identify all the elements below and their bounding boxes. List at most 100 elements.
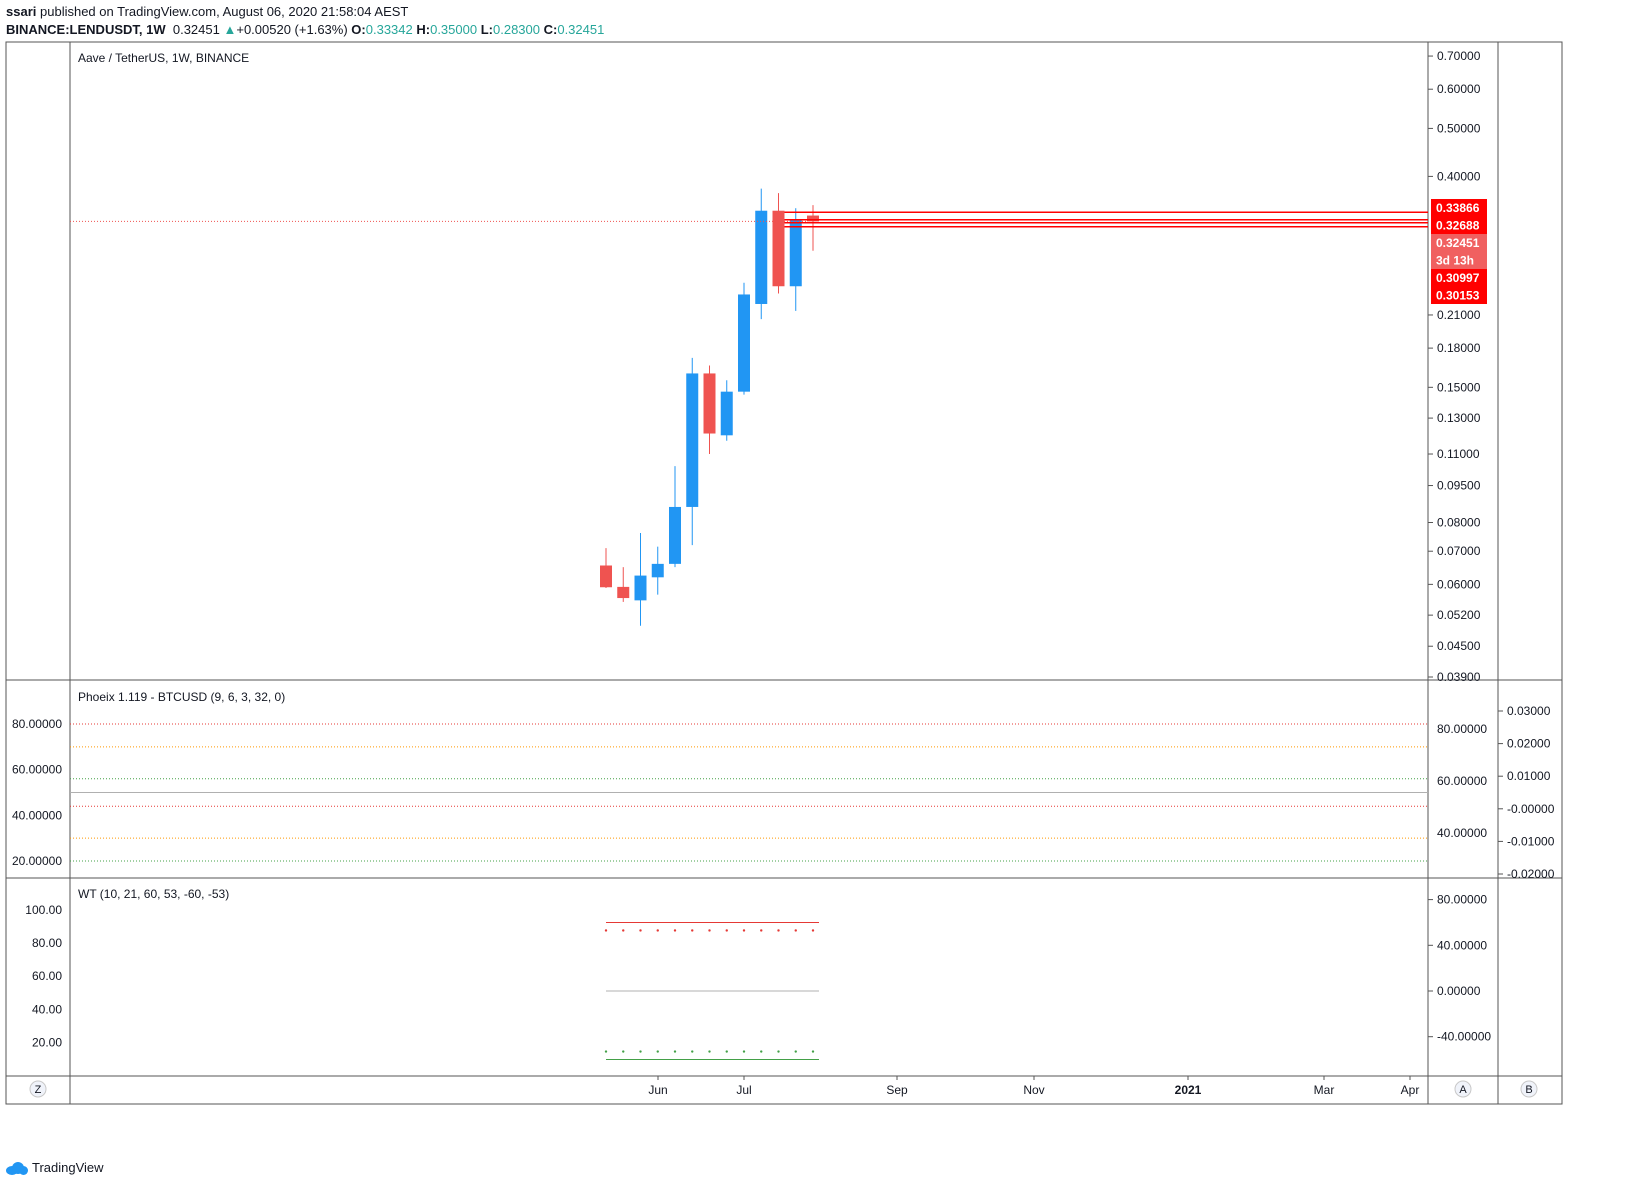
phoeix-left-axis-label: 40.00000 bbox=[12, 808, 62, 822]
price-change: +0.00520 (+1.63%) bbox=[236, 22, 348, 37]
wt-level-dot bbox=[760, 929, 763, 932]
publish-info: ssari published on TradingView.com, Augu… bbox=[6, 4, 408, 19]
price-axis-label: 0.70000 bbox=[1437, 49, 1481, 63]
candle-body[interactable] bbox=[789, 219, 802, 287]
candle-body[interactable] bbox=[669, 506, 681, 564]
phoeix-osc-axis-label: 0.03000 bbox=[1507, 704, 1551, 718]
phoeix-pane-title: Phoeix 1.119 - BTCUSD (9, 6, 3, 32, 0) bbox=[78, 690, 285, 704]
up-arrow-icon: ▲ bbox=[223, 22, 237, 37]
scale-b-button-label: B bbox=[1525, 1084, 1532, 1096]
scale-z-button[interactable] bbox=[29, 1080, 47, 1098]
phoeix-right-axis-label: 60.00000 bbox=[1437, 774, 1487, 788]
price-axis-label: 0.08000 bbox=[1437, 515, 1481, 529]
phoeix-left-axis-label: 80.00000 bbox=[12, 717, 62, 731]
price-badge-label: 0.33866 bbox=[1436, 201, 1480, 215]
time-axis-label: Nov bbox=[1023, 1083, 1044, 1097]
wt-level-dot bbox=[691, 1050, 694, 1053]
wt-level-dot bbox=[742, 1050, 746, 1053]
phoeix-right-axis-label: 80.00000 bbox=[1437, 722, 1487, 736]
publish-text: published on TradingView.com, August 06,… bbox=[40, 4, 409, 19]
candle-body[interactable] bbox=[634, 575, 647, 601]
wt-level-dot bbox=[604, 929, 608, 932]
candle-body[interactable] bbox=[600, 565, 612, 588]
time-axis-label: Jul bbox=[736, 1083, 751, 1097]
wt-level-dot bbox=[811, 929, 815, 932]
phoeix-osc-axis-label: 0.01000 bbox=[1507, 769, 1551, 783]
low-value: 0.28300 bbox=[493, 22, 540, 37]
auto-scale-button-label: A bbox=[1459, 1084, 1467, 1096]
candle-body[interactable] bbox=[686, 373, 699, 507]
wt-level-dot bbox=[725, 929, 728, 932]
last-price: 0.32451 bbox=[172, 22, 220, 37]
phoeix-osc-axis-label: -0.02000 bbox=[1507, 867, 1555, 881]
price-badge[interactable] bbox=[1431, 199, 1487, 217]
wt-left-axis-label: 80.00 bbox=[32, 936, 62, 950]
wt-level-dot bbox=[691, 929, 694, 932]
auto-scale-button[interactable] bbox=[1454, 1080, 1472, 1098]
candle-body[interactable] bbox=[738, 294, 750, 392]
price-badge[interactable] bbox=[1431, 216, 1487, 235]
scale-b-button[interactable] bbox=[1520, 1080, 1538, 1098]
price-badge-label: 0.30997 bbox=[1436, 271, 1480, 285]
price-axis-label: 0.07000 bbox=[1437, 544, 1481, 558]
phoeix-right-axis-label: 40.00000 bbox=[1437, 826, 1487, 840]
tradingview-logo-icon bbox=[6, 1161, 28, 1175]
wt-level-dot bbox=[604, 1050, 608, 1053]
wt-level-dot bbox=[622, 929, 625, 932]
price-axis-label: 0.50000 bbox=[1437, 121, 1481, 135]
price-axis-label: 0.09500 bbox=[1437, 479, 1481, 493]
time-axis-label: Mar bbox=[1314, 1083, 1335, 1097]
author-name[interactable]: ssari bbox=[6, 4, 37, 19]
phoeix-osc-axis-label: 0.02000 bbox=[1507, 737, 1551, 751]
phoeix-left-axis-label: 60.00000 bbox=[12, 763, 62, 777]
wt-left-axis-label: 100.00 bbox=[25, 903, 62, 917]
wt-level-dot bbox=[811, 1050, 815, 1053]
high-value: 0.35000 bbox=[430, 22, 478, 37]
price-axis-label: 0.06000 bbox=[1437, 577, 1481, 591]
price-badge-label: 0.32451 bbox=[1436, 236, 1480, 250]
candle-body[interactable] bbox=[755, 210, 768, 304]
low-label: L: bbox=[480, 22, 493, 37]
price-badge[interactable] bbox=[1431, 286, 1487, 305]
main-pane-title: Aave / TetherUS, 1W, BINANCE bbox=[78, 51, 249, 65]
wt-right-axis-label: 0.00000 bbox=[1437, 984, 1481, 998]
wt-level-dot bbox=[742, 929, 746, 932]
symbol-name: BINANCE:LENDUSDT, 1W bbox=[6, 22, 166, 37]
price-badge-label: 3d 13h bbox=[1436, 254, 1474, 268]
time-axis-label: Jun bbox=[648, 1083, 667, 1097]
price-axis-label: 0.13000 bbox=[1437, 411, 1481, 425]
wt-level-dot bbox=[794, 929, 797, 932]
wt-level-dot bbox=[777, 929, 780, 932]
symbol-legend: BINANCE:LENDUSDT, 1W 0.32451 ▲+0.00520 (… bbox=[6, 22, 604, 37]
candle-body[interactable] bbox=[617, 586, 630, 599]
tradingview-brand[interactable]: TradingView bbox=[6, 1160, 104, 1175]
price-badge[interactable] bbox=[1431, 251, 1487, 270]
candle-body[interactable] bbox=[651, 563, 664, 578]
wt-level-dot bbox=[760, 1050, 763, 1053]
wt-level-dot bbox=[673, 929, 677, 932]
candle-body[interactable] bbox=[720, 391, 733, 436]
wt-level-dot bbox=[622, 1050, 625, 1053]
price-axis-label: 0.40000 bbox=[1437, 169, 1481, 183]
close-value: 0.32451 bbox=[557, 22, 605, 37]
wt-left-axis-label: 60.00 bbox=[32, 969, 62, 983]
price-badge[interactable] bbox=[1431, 269, 1487, 287]
open-value: 0.33342 bbox=[365, 22, 413, 37]
wt-level-dot bbox=[639, 1050, 642, 1053]
wt-level-dot bbox=[708, 1050, 711, 1053]
close-label: C: bbox=[543, 22, 558, 37]
wt-level-dot bbox=[673, 1050, 677, 1053]
candle-body[interactable] bbox=[807, 215, 819, 222]
wt-level-dot bbox=[725, 1050, 728, 1053]
price-badge[interactable] bbox=[1431, 234, 1487, 252]
wt-pane-title: WT (10, 21, 60, 53, -60, -53) bbox=[78, 887, 229, 901]
price-badge-label: 0.32688 bbox=[1436, 219, 1480, 233]
wt-level-dot bbox=[656, 929, 659, 932]
phoeix-osc-axis-label: -0.00000 bbox=[1507, 802, 1555, 816]
time-axis-label: Sep bbox=[886, 1083, 908, 1097]
open-label: O: bbox=[351, 22, 366, 37]
candle-body[interactable] bbox=[772, 210, 785, 287]
candle-body[interactable] bbox=[703, 373, 716, 434]
price-badge-label: 0.30153 bbox=[1436, 289, 1480, 303]
